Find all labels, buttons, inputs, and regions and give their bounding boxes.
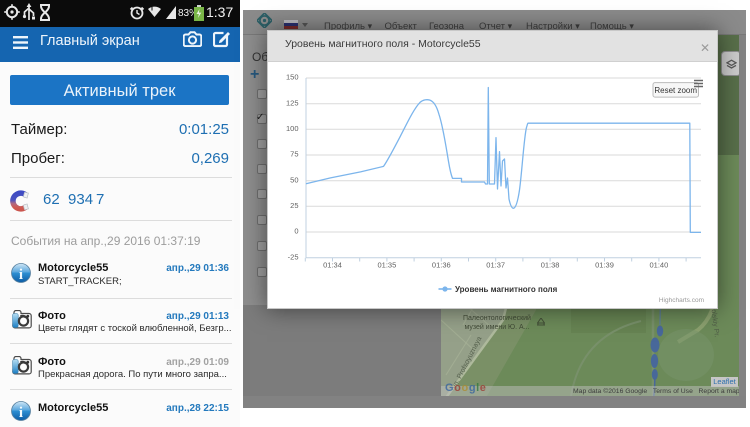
svg-text:75: 75 [290, 150, 298, 159]
svg-text:-25: -25 [288, 252, 299, 261]
svg-text:01:40: 01:40 [650, 261, 669, 270]
svg-text:25: 25 [290, 201, 298, 210]
svg-text:01:36: 01:36 [432, 261, 451, 270]
svg-text:01:38: 01:38 [541, 261, 560, 270]
svg-text:01:37: 01:37 [486, 261, 505, 270]
svg-text:Highcharts.com: Highcharts.com [659, 297, 704, 304]
svg-text:Reset zoom: Reset zoom [654, 86, 697, 95]
svg-text:i: i [19, 267, 23, 283]
svg-text:01:34: 01:34 [323, 261, 342, 270]
svg-text:150: 150 [286, 73, 299, 82]
svg-text:01:35: 01:35 [378, 261, 397, 270]
svg-text:125: 125 [286, 98, 299, 107]
svg-text:100: 100 [286, 124, 299, 133]
svg-text:01:39: 01:39 [595, 261, 614, 270]
svg-text:Уровень магнитного поля: Уровень магнитного поля [455, 285, 558, 294]
svg-text:50: 50 [290, 175, 298, 184]
svg-text:i: i [19, 405, 23, 421]
svg-text:0: 0 [294, 227, 298, 236]
